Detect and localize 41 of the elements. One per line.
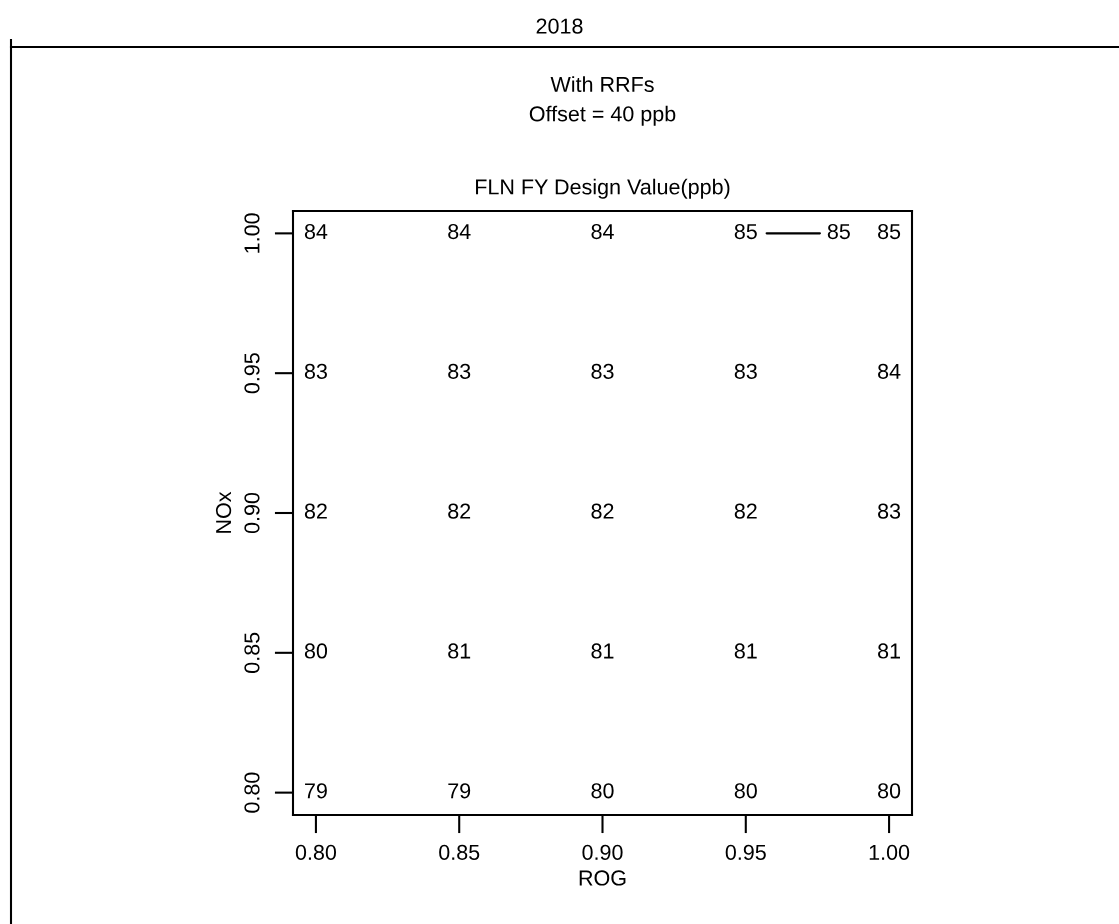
data-label: 85 — [878, 223, 901, 240]
annotation: 85 — [827, 223, 850, 240]
data-label: 85 — [734, 223, 757, 240]
data-label: 82 — [734, 503, 757, 519]
data-label: 79 — [305, 783, 327, 799]
x-tick-label: 0.90 — [582, 844, 623, 860]
y-tick-label: 0.90 — [244, 492, 260, 534]
y-tick-label: 0.80 — [244, 772, 260, 813]
data-label: 79 — [448, 783, 471, 799]
y-tick-label: 1.00 — [244, 213, 260, 253]
y-tick-label: 0.95 — [244, 353, 260, 394]
chart-title: FLN FY Design Value(ppb) — [476, 178, 730, 199]
data-label: 80 — [734, 783, 757, 799]
data-label: 82 — [304, 503, 327, 519]
data-label: 81 — [448, 643, 471, 659]
chart-subtitle: With RRFs Offset = 40 ppb — [529, 76, 676, 126]
data-label: 83 — [448, 363, 471, 379]
data-label: 83 — [734, 363, 757, 379]
data-label: 80 — [878, 783, 901, 799]
data-label: 81 — [591, 643, 614, 659]
y-tick-label: 0.85 — [244, 632, 260, 673]
data-label: 84 — [591, 223, 614, 240]
data-label: 82 — [448, 503, 471, 519]
data-label: 84 — [448, 223, 471, 240]
y-axis-title: NOx — [215, 491, 232, 533]
data-label: 83 — [304, 363, 327, 379]
x-tick-label: 1.00 — [869, 844, 910, 860]
data-label: 83 — [878, 503, 901, 519]
data-label: 80 — [591, 783, 614, 799]
data-label: 81 — [734, 643, 757, 659]
data-label: 81 — [878, 643, 900, 659]
text: 2018 — [536, 18, 583, 34]
x-tick-label: 0.80 — [295, 844, 337, 860]
data-label: 83 — [591, 363, 614, 379]
data-label: 82 — [591, 503, 614, 519]
x-axis-title: ROG — [579, 870, 626, 886]
data-label: 84 — [304, 223, 328, 240]
data-label: 80 — [304, 643, 328, 659]
data-label: 84 — [878, 363, 901, 379]
x-tick-label: 0.95 — [725, 844, 766, 860]
x-tick-label: 0.85 — [439, 844, 480, 860]
